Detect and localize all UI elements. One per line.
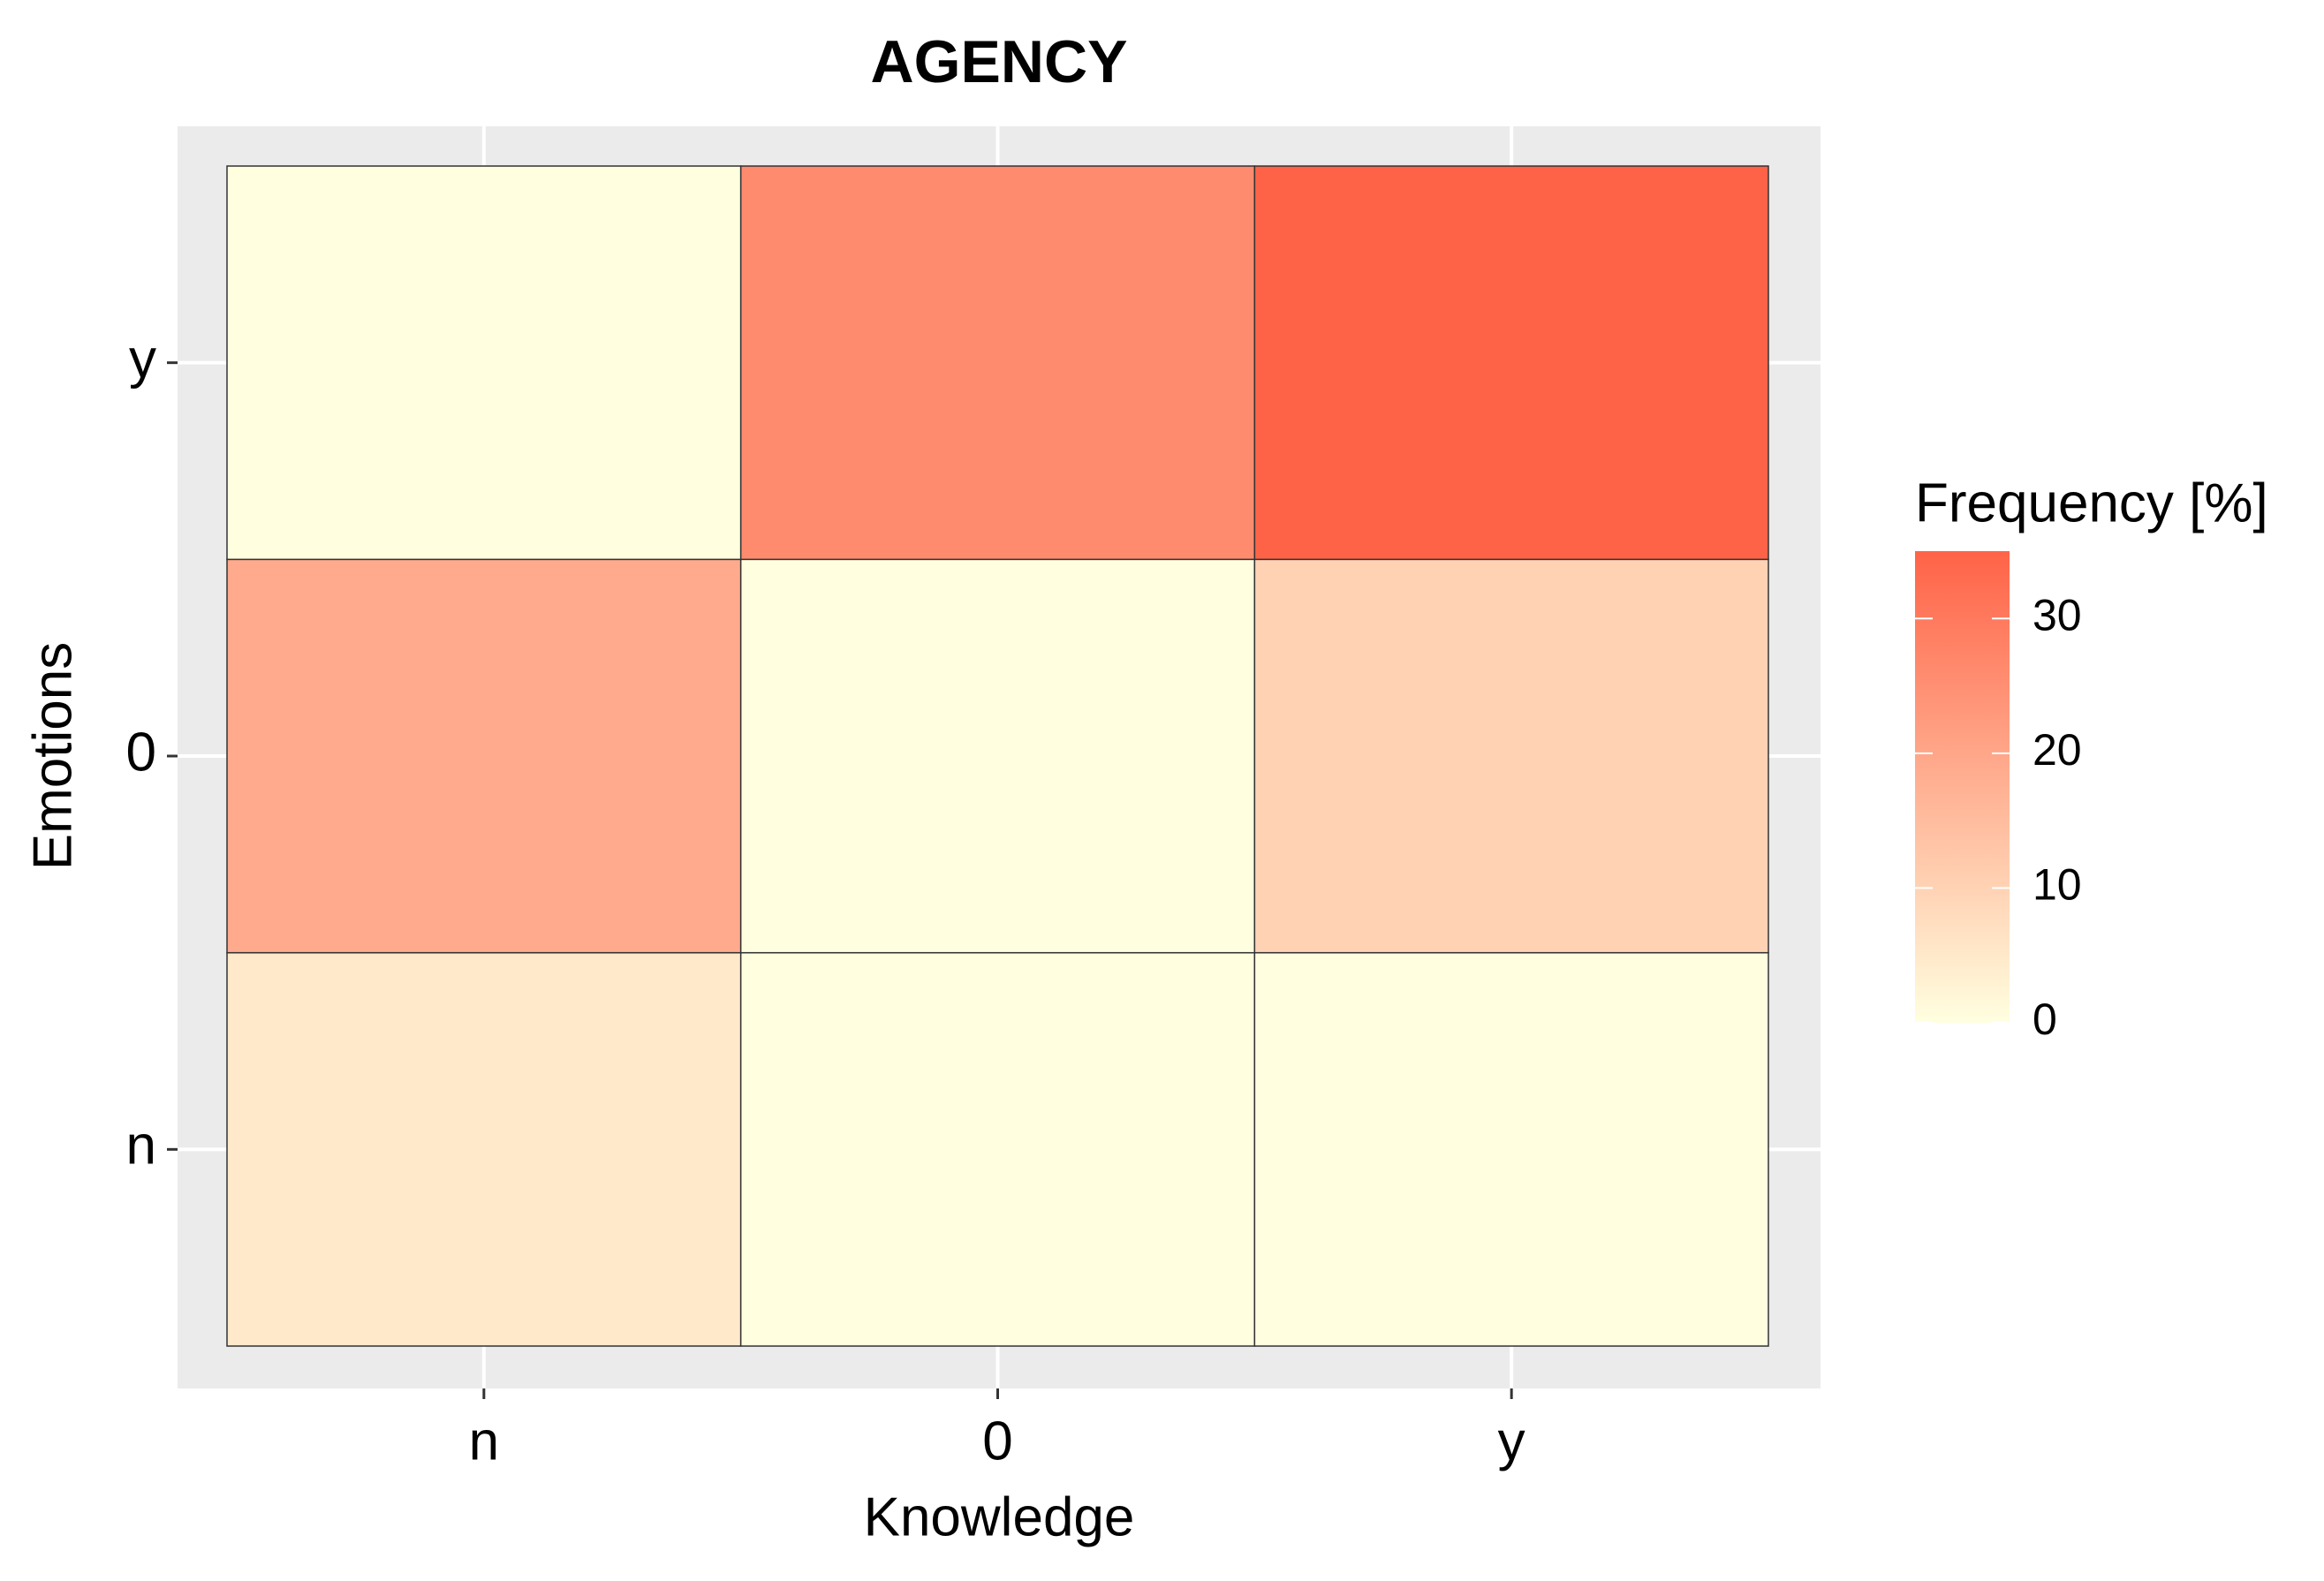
legend-tick-label: 20: [2033, 725, 2082, 775]
y-tick-label: n: [126, 1116, 156, 1176]
colorbar: [1915, 551, 2010, 1023]
x-axis-title: Knowledge: [864, 1486, 1135, 1547]
heatmap-cell: [739, 165, 1256, 561]
legend-tick-label: 30: [2033, 590, 2082, 639]
heatmap-cell: [226, 558, 742, 954]
heatmap-cell: [1253, 165, 1769, 561]
heatmap-cell: [1253, 558, 1769, 954]
legend-tick-label: 0: [2033, 995, 2057, 1044]
chart-title: AGENCY: [871, 28, 1128, 95]
x-tick-label: n: [469, 1411, 499, 1471]
y-axis-title: Emotions: [22, 642, 83, 870]
x-tick-label: y: [1498, 1411, 1525, 1471]
heatmap-cell: [226, 951, 742, 1347]
heatmap-cell: [739, 951, 1256, 1347]
legend-tick-label: 10: [2033, 860, 2082, 910]
legend-title: Frequency [%]: [1915, 473, 2268, 533]
heatmap-cell: [1253, 951, 1769, 1347]
y-tick-label: y: [129, 329, 156, 390]
heatmap-cell: [739, 558, 1256, 954]
y-tick-label: 0: [126, 722, 156, 783]
x-tick-label: 0: [982, 1411, 1012, 1471]
heatmap-cell: [226, 165, 742, 561]
